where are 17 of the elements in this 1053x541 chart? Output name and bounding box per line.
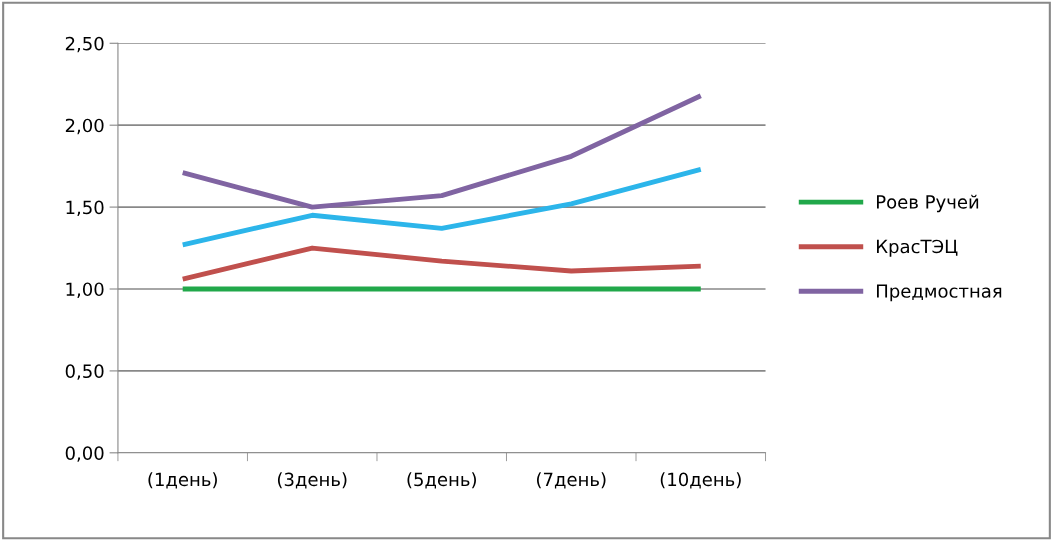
- y-tick-label: 2,50: [65, 36, 104, 53]
- legend-label: КрасТЭЦ: [877, 239, 958, 257]
- y-tick-label: 1,50: [66, 200, 104, 217]
- legend-label: Предмостная: [877, 284, 1002, 302]
- x-tick-label: (5день): [407, 472, 476, 489]
- y-tick-label: 0,50: [65, 364, 104, 380]
- x-tick-label: (7день): [537, 472, 606, 489]
- legend-label: Роев Ручей: [877, 194, 979, 213]
- y-tick-label: 0,00: [65, 446, 104, 462]
- y-tick-label: 1,00: [66, 282, 104, 298]
- x-tick-label: (3день): [277, 472, 347, 489]
- y-tick-label: 2,00: [65, 118, 104, 135]
- line-series: [180, 166, 704, 248]
- line-series: [180, 93, 704, 210]
- x-tick-label: (10день): [660, 472, 741, 489]
- line-series: [180, 245, 704, 282]
- x-tick-label: (1день): [148, 472, 217, 489]
